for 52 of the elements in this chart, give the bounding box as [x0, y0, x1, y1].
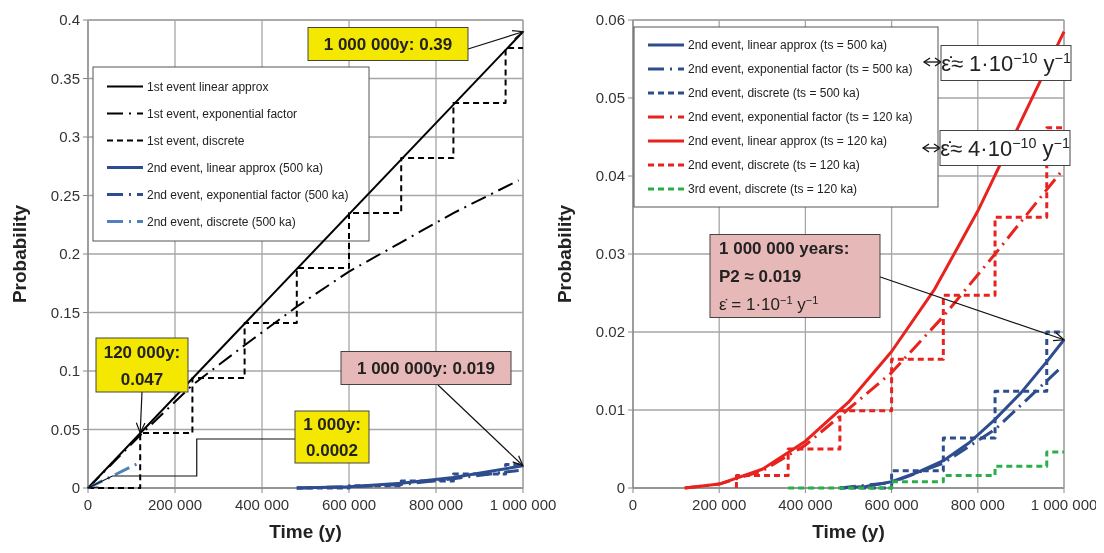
x-tick-label: 200 000 [147, 496, 203, 513]
annotation: 1 000 000y: 0.39 [323, 35, 453, 55]
x-tick-label: 1 000 000 [1030, 496, 1098, 513]
y-tick-label: 0.35 [50, 69, 80, 87]
y-tick-label: 0.25 [50, 186, 80, 204]
y-tick-label: 0.2 [59, 245, 80, 263]
annotation: 1 000 000y: 0.019 [356, 359, 496, 379]
x-tick-label: 800 000 [408, 496, 464, 513]
x-tick-label: 600 000 [864, 496, 919, 513]
y-tick-label: 0 [616, 479, 625, 497]
y-axis-title: Probability [9, 204, 30, 304]
x-tick-label: 400 000 [234, 496, 290, 513]
x-tick-label: 1 000 000 [489, 496, 557, 513]
x-tick-label: 200 000 [692, 496, 747, 513]
legend-label: 1st event linear approx [147, 79, 269, 94]
y-tick-label: 0.1 [59, 362, 80, 380]
y-tick-label: 0.3 [59, 128, 80, 146]
legend-label: 2nd event, linear approx (ts = 500 ka) [688, 38, 888, 53]
x-tick-label: 800 000 [950, 496, 1005, 513]
x-tick-label: 0 [628, 496, 638, 513]
legend-label: 2nd event, exponential factor (ts = 120 ka) [688, 110, 913, 125]
y-tick-label: 0.04 [595, 167, 625, 185]
legend-label: 3rd event, discrete (ts = 120 ka) [688, 182, 858, 197]
legend-label: 2nd event, discrete (ts = 500 ka) [688, 86, 860, 101]
annotation: ε̇≈ 1·10$^{−10}$ y$^{−1}$ [941, 49, 1071, 76]
y-axis-title: Probability [554, 204, 575, 304]
legend-label: 1st event, exponential factor [147, 106, 298, 121]
legend-label: 2nd event, linear approx (ts = 120 ka) [688, 134, 888, 149]
x-axis-title: Time (y) [812, 521, 885, 542]
y-tick-label: 0.02 [595, 323, 625, 341]
annotation: 120 000y: 0.047 [103, 342, 181, 389]
legend-label: 2nd event, discrete (ts = 120 ka) [688, 158, 860, 173]
legend-label: 1st event, discrete [147, 133, 245, 148]
y-tick-label: 0 [71, 479, 80, 497]
annotation: ε̇≈ 4·10$^{−10}$ y$^{−1}$ [940, 134, 1070, 161]
y-tick-label: 0.05 [50, 420, 80, 438]
y-tick-label: 0.03 [595, 245, 625, 263]
legend-label: 2nd event, exponential factor (ts = 500 ka) [688, 62, 913, 77]
x-tick-label: 400 000 [778, 496, 833, 513]
y-tick-label: 0.4 [59, 11, 80, 29]
annotation: 1 000 000 years: P2 ≈ 0.019 ε̇ = 1·10$^{−1}$ y$^{−1}$ [719, 239, 850, 314]
y-tick-label: 0.06 [595, 11, 625, 29]
x-tick-label: 600 000 [321, 496, 377, 513]
legend-label: 2nd event, linear approx (500 ka) [147, 160, 324, 175]
x-axis-title: Time (y) [269, 521, 342, 542]
y-tick-label: 0.05 [595, 89, 625, 107]
x-tick-label: 0 [83, 496, 93, 513]
legend-label: 2nd event, discrete (500 ka) [147, 214, 296, 229]
legend-label: 2nd event, exponential factor (500 ka) [147, 187, 349, 202]
y-tick-label: 0.15 [50, 303, 80, 321]
y-tick-label: 0.01 [595, 401, 625, 419]
annotation: 1 000y: 0.0002 [303, 415, 361, 461]
